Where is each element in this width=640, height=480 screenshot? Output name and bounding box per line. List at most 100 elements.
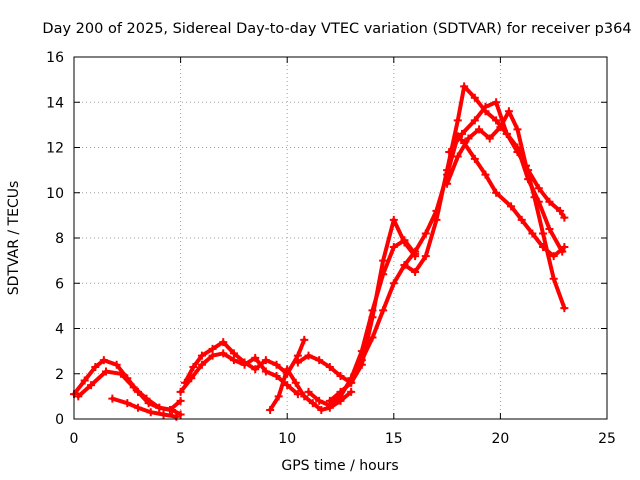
data-point-marker bbox=[528, 229, 537, 238]
data-point-marker bbox=[481, 170, 490, 179]
data-point-marker bbox=[101, 367, 110, 376]
data-point-marker bbox=[470, 154, 479, 163]
data-point-marker bbox=[549, 252, 558, 261]
data-point-marker bbox=[133, 403, 142, 412]
data-point-marker bbox=[336, 387, 345, 396]
data-point-marker bbox=[308, 399, 317, 408]
data-point-marker bbox=[266, 405, 275, 414]
grid-lines bbox=[74, 57, 607, 419]
data-point-marker bbox=[368, 333, 377, 342]
data-point-marker bbox=[272, 372, 281, 381]
data-point-marker bbox=[389, 243, 398, 252]
chart-title: Day 200 of 2025, Sidereal Day-to-day VTE… bbox=[42, 21, 631, 37]
satellite-track-k-line bbox=[445, 109, 567, 311]
y-tick-label: 6 bbox=[55, 276, 64, 292]
data-point-marker bbox=[159, 410, 168, 419]
data-point-marker bbox=[197, 351, 206, 360]
y-tick-label: 16 bbox=[46, 50, 64, 66]
data-point-marker bbox=[229, 356, 238, 365]
x-tick-label: 25 bbox=[598, 431, 616, 447]
data-point-marker bbox=[176, 396, 185, 405]
data-point-marker bbox=[481, 102, 490, 111]
data-point-marker bbox=[80, 376, 89, 385]
data-point-marker bbox=[283, 365, 292, 374]
data-point-marker bbox=[116, 369, 125, 378]
data-point-marker bbox=[146, 408, 155, 417]
data-point-marker bbox=[492, 116, 501, 125]
data-point-marker bbox=[504, 107, 513, 116]
data-point-marker bbox=[291, 378, 300, 387]
data-point-marker bbox=[545, 197, 554, 206]
data-point-marker bbox=[421, 229, 430, 238]
data-point-marker bbox=[347, 378, 356, 387]
data-point-marker bbox=[502, 129, 511, 138]
data-point-marker bbox=[534, 184, 543, 193]
data-point-marker bbox=[560, 304, 569, 313]
data-point-marker bbox=[261, 356, 270, 365]
data-point-marker bbox=[556, 206, 565, 215]
data-point-marker bbox=[400, 261, 409, 270]
data-point-marker bbox=[400, 236, 409, 245]
data-point-marker bbox=[91, 362, 100, 371]
data-point-marker bbox=[432, 215, 441, 224]
data-point-marker bbox=[347, 387, 356, 396]
y-tick-label: 10 bbox=[46, 186, 64, 202]
data-series bbox=[70, 82, 569, 421]
x-tick-label: 0 bbox=[70, 431, 79, 447]
data-point-marker bbox=[251, 353, 260, 362]
x-axis-label: GPS time / hours bbox=[281, 458, 398, 474]
data-point-marker bbox=[112, 360, 121, 369]
data-point-marker bbox=[443, 166, 452, 175]
plot-frame bbox=[73, 56, 608, 420]
data-point-marker bbox=[300, 392, 309, 401]
data-point-marker bbox=[549, 274, 558, 283]
data-point-marker bbox=[325, 362, 334, 371]
y-tick-label: 8 bbox=[55, 231, 64, 247]
data-point-marker bbox=[272, 360, 281, 369]
data-point-marker bbox=[99, 356, 108, 365]
data-point-marker bbox=[458, 129, 467, 138]
satellite-track-l-line bbox=[447, 100, 565, 254]
data-point-marker bbox=[336, 372, 345, 381]
data-point-marker bbox=[325, 396, 334, 405]
data-point-marker bbox=[389, 279, 398, 288]
y-tick-label: 2 bbox=[55, 367, 64, 383]
data-point-marker bbox=[317, 405, 326, 414]
data-point-marker bbox=[274, 392, 283, 401]
data-point-marker bbox=[507, 202, 516, 211]
data-point-marker bbox=[293, 358, 302, 367]
data-point-marker bbox=[558, 247, 567, 256]
data-point-marker bbox=[219, 349, 228, 358]
y-tick-label: 12 bbox=[46, 141, 64, 157]
data-point-marker bbox=[108, 394, 117, 403]
data-point-marker bbox=[460, 82, 469, 91]
data-point-marker bbox=[283, 381, 292, 390]
satellite-track-h-line bbox=[306, 238, 418, 408]
axis-ticks: 0 5 10 15 20 25 0 2 4 6 8 10 12 14 16 bbox=[46, 50, 616, 447]
data-point-marker bbox=[513, 125, 522, 134]
data-point-marker bbox=[492, 188, 501, 197]
x-tick-label: 5 bbox=[176, 431, 185, 447]
data-point-marker bbox=[539, 229, 548, 238]
y-axis-label: SDTVAR / TECUs bbox=[6, 181, 22, 296]
data-point-marker bbox=[485, 134, 494, 143]
data-point-marker bbox=[176, 387, 185, 396]
data-point-marker bbox=[379, 270, 388, 279]
x-tick-label: 10 bbox=[278, 431, 296, 447]
data-point-marker bbox=[453, 116, 462, 125]
data-point-marker bbox=[187, 374, 196, 383]
data-point-marker bbox=[443, 179, 452, 188]
data-point-marker bbox=[208, 351, 217, 360]
data-point-marker bbox=[379, 306, 388, 315]
data-point-marker bbox=[87, 381, 96, 390]
data-point-marker bbox=[208, 344, 217, 353]
data-point-marker bbox=[251, 365, 260, 374]
data-point-marker bbox=[304, 387, 313, 396]
data-point-marker bbox=[445, 148, 454, 157]
data-point-marker bbox=[129, 383, 138, 392]
data-point-marker bbox=[517, 215, 526, 224]
data-point-marker bbox=[453, 152, 462, 161]
data-point-marker bbox=[189, 362, 198, 371]
data-point-marker bbox=[411, 267, 420, 276]
